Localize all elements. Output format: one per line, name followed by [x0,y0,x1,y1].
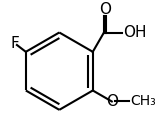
Text: O: O [106,94,118,109]
Text: F: F [10,36,19,51]
Text: OH: OH [123,25,147,40]
Text: O: O [99,2,111,17]
Text: CH₃: CH₃ [130,94,156,109]
